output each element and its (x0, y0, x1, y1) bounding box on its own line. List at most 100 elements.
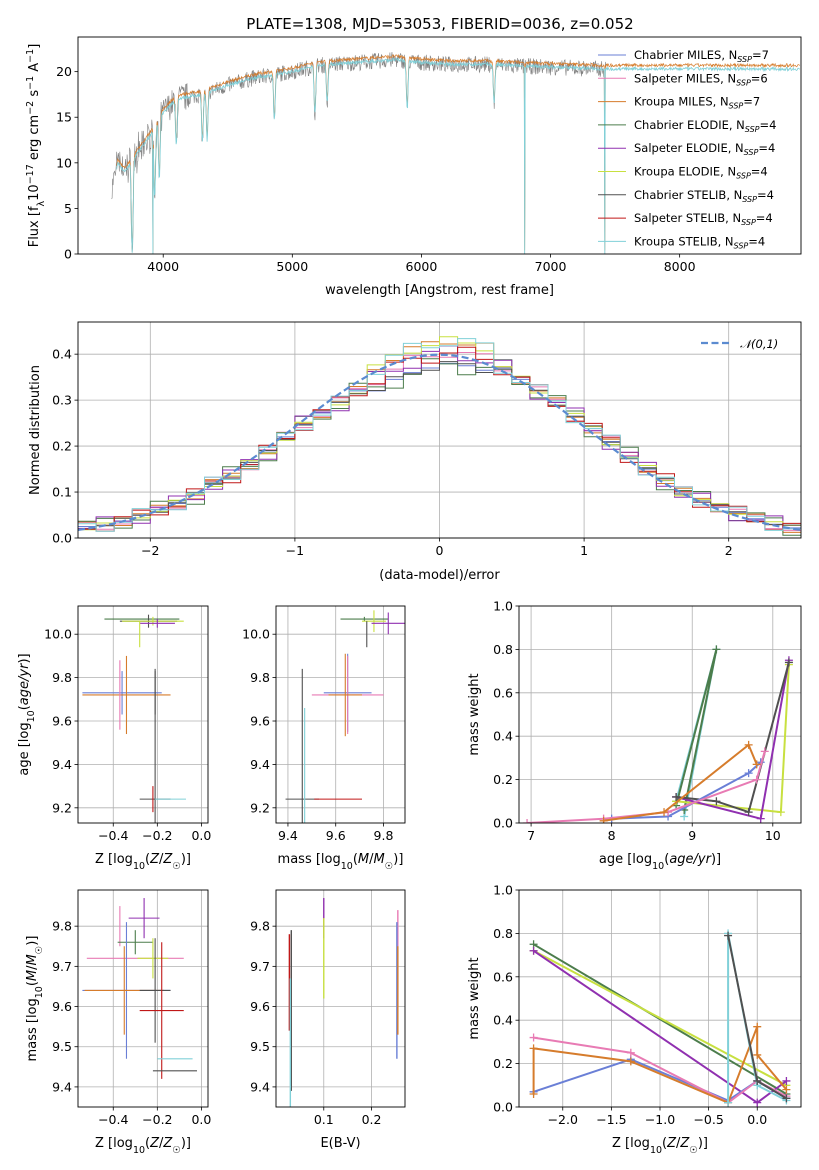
legend-label: Kroupa MILES, NSSP=7 (634, 95, 760, 111)
legend-item: Kroupa ELODIE, NSSP=4 (598, 165, 768, 181)
y-tick-label: 0.0 (493, 1100, 513, 1115)
weight-series-marker (753, 1050, 762, 1059)
axis-label-part: Z [log (95, 852, 133, 867)
x-tick-label: 0.0 (191, 828, 211, 843)
axis-label-part: M (374, 852, 385, 867)
axis-label-part: / (369, 852, 374, 867)
weight-series-marker (776, 808, 785, 817)
axis-label-part: 10 (650, 1145, 662, 1156)
x-tick-label: 0.0 (191, 1112, 211, 1127)
weight-series-line (675, 662, 790, 814)
weight-series-marker (712, 645, 721, 654)
x-tick-label: −1.0 (645, 1112, 675, 1127)
weight-series-marker (523, 819, 532, 823)
age_vs_mass-x-axis-label: mass [log10(M/M☉)] (278, 852, 404, 872)
axis-label-part: )] (25, 936, 40, 946)
axis-label-part: )] (393, 852, 403, 867)
legend-label-text: Chabrier STELIB, N (634, 188, 742, 202)
y-tick-label: 0.0 (493, 816, 513, 831)
weight-series-marker (782, 1094, 791, 1103)
axis-label-part: −2 (25, 101, 36, 115)
errorbar-point (82, 671, 162, 715)
mass_vs_ebv-plot-area (288, 898, 399, 1107)
weight-series-marker (529, 946, 538, 955)
axis-label-part: A (27, 63, 42, 76)
y-tick-label: 0.3 (52, 393, 72, 408)
weight-series-marker (753, 1098, 762, 1107)
legend-label-text: Kroupa MILES, N (634, 95, 729, 109)
x-tick-label: −0.5 (693, 1112, 723, 1127)
axis-label-part: / (159, 852, 164, 867)
axis-label-part: ( (664, 852, 669, 867)
axis-label-part: / (159, 1136, 164, 1151)
weight_vs_age-ticks: 7 8 9 10 0.0 0.2 0.4 0.6 0.8 1.0 (493, 599, 781, 844)
y-tick-label: 15 (56, 110, 72, 125)
weight_vs_age-y-axis-label: mass weight (467, 673, 482, 755)
weight-series-marker (529, 1089, 538, 1098)
weight-series-marker (782, 1076, 791, 1085)
age_vs_mass-frame (275, 605, 406, 824)
legend-label-text: Salpeter MILES, N (634, 71, 736, 85)
weight_vs_age-x-axis-label: age [log10(age/yr)] (599, 852, 721, 872)
axis-label-part: ☉ (172, 1145, 181, 1156)
spectrum-x-axis-label: wavelength [Angstrom, rest frame] (325, 283, 554, 298)
weight_vs_Z-x-axis-label: Z [log10(Z/Z☉)] (612, 1136, 708, 1156)
y-tick-label: 20 (56, 64, 72, 79)
axis-label-part: )] (711, 852, 721, 867)
x-tick-label: 5000 (276, 259, 308, 274)
y-tick-label: 0.2 (493, 1056, 513, 1071)
x-tick-label: −2.0 (548, 1112, 578, 1127)
axis-label-part: 10 (652, 861, 664, 872)
axis-label-part: age [log (599, 852, 652, 867)
legend-label: Chabrier MILES, NSSP=7 (634, 48, 769, 64)
errorbar-point (139, 942, 184, 1079)
weight-series-marker (753, 1076, 762, 1085)
legend-label: Salpeter MILES, NSSP=6 (634, 71, 768, 87)
axis-label-part: 10 (27, 184, 42, 201)
y-tick-label: 9.6 (250, 999, 270, 1014)
axis-label-part: 10 (341, 861, 353, 872)
legend-label-sub: SSP (742, 195, 757, 204)
errorbar-point (139, 619, 175, 628)
legend-item: Kroupa MILES, NSSP=7 (598, 95, 760, 111)
axis-label-part: ☉ (172, 861, 181, 872)
age_vs_Z-x-axis-label: Z [log10(Z/Z☉)] (95, 852, 191, 872)
axis-label-part: ( (25, 981, 40, 986)
axis-label-part: / (676, 1136, 681, 1151)
y-tick-label: 9.4 (52, 1079, 72, 1094)
weight-series-marker (753, 1022, 762, 1031)
x-tick-label: 0.1 (314, 1112, 334, 1127)
legend-label-text: Kroupa STELIB, N (634, 234, 734, 248)
age_vs_mass-plot-area (285, 610, 405, 823)
gaussian-legend-label: 𝒩(0,1) (740, 337, 778, 351)
x-tick-label: 0.0 (747, 1112, 767, 1127)
x-tick-label: 8000 (664, 259, 696, 274)
errorbar-point (122, 616, 184, 626)
y-tick-label: 0.6 (493, 969, 513, 984)
legend-item: Chabrier MILES, NSSP=7 (598, 48, 769, 64)
legend-label-tail: =4 (756, 211, 773, 225)
axis-label-part: )] (181, 1136, 191, 1151)
axis-label-part: −1 (25, 49, 36, 63)
spectrum-panel: 4000 5000 6000 7000 8000 0 5 10 15 20 wavelength [… (25, 36, 802, 298)
weight-series-line (527, 751, 766, 823)
errorbar-point (340, 616, 389, 622)
x-tick-label: 9 (688, 828, 696, 843)
legend-label: Chabrier ELODIE, NSSP=4 (634, 118, 776, 134)
age_vs_Z-plot-area (82, 614, 186, 823)
axis-label-part: mass [log (25, 998, 40, 1061)
weight_vs_Z-y-axis-label: mass weight (467, 957, 482, 1039)
errorbar-point (362, 610, 386, 633)
spectrum-y-axis-label: Flux [fλ10−17 erg cm−2 s−1 A−1] (25, 44, 47, 248)
axis-label-part: s (27, 90, 42, 101)
y-tick-label: 10.0 (44, 627, 72, 642)
legend-item: Salpeter ELODIE, NSSP=4 (598, 141, 775, 157)
age_vs_Z-grid (78, 606, 208, 823)
axis-label-part: ( (145, 852, 150, 867)
residual_hist-plot-area (78, 336, 801, 536)
axis-label-part: 10 (133, 1145, 145, 1156)
